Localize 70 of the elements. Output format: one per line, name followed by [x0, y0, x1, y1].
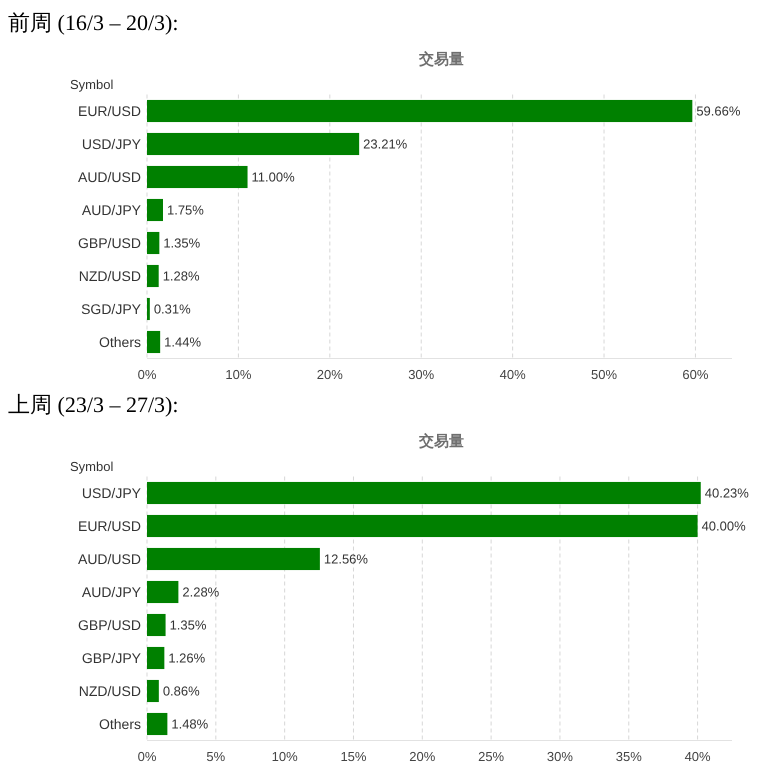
y-tick-label: USD/JPY	[82, 485, 142, 501]
y-tick-label: NZD/USD	[78, 683, 141, 699]
bar	[147, 646, 164, 670]
y-axis-title: Symbol	[70, 459, 114, 474]
data-label: 11.00%	[252, 170, 296, 184]
bar	[147, 298, 150, 320]
bar	[147, 580, 178, 604]
bar	[147, 100, 692, 122]
bar	[147, 166, 248, 188]
x-tick-label: 40%	[684, 749, 712, 764]
chart-title: 前周 (16/3 – 20/3):	[8, 10, 178, 35]
x-axis-title: 交易量	[418, 432, 464, 450]
x-tick-label: 25%	[478, 749, 505, 764]
y-tick-label: Others	[98, 716, 141, 732]
data-label: 0.31%	[154, 302, 192, 316]
x-tick-label: 30%	[546, 749, 574, 764]
data-label: 40.23%	[704, 486, 750, 500]
x-tick-label: 15%	[340, 749, 367, 764]
bar	[147, 132, 360, 156]
data-label: 23.21%	[363, 136, 408, 152]
data-label: 1.35%	[170, 618, 207, 632]
data-label: 12.56%	[324, 552, 368, 566]
bar	[147, 680, 159, 702]
x-tick-label: 0%	[138, 749, 157, 764]
y-tick-label: GBP/USD	[78, 617, 141, 633]
bar	[147, 712, 168, 736]
data-label: 1.44%	[164, 334, 202, 350]
bar	[147, 482, 701, 504]
bar	[147, 514, 698, 538]
y-tick-label: GBP/JPY	[82, 650, 142, 666]
bar	[147, 330, 160, 354]
bar	[147, 198, 163, 222]
y-tick-label: SGD/JPY	[81, 301, 142, 317]
y-tick-label: AUD/JPY	[82, 584, 142, 600]
data-label: 1.26%	[168, 650, 206, 666]
bar	[147, 614, 166, 636]
y-tick-label: AUD/USD	[78, 169, 141, 185]
bar	[147, 548, 320, 570]
data-label: 1.28%	[162, 268, 200, 284]
data-label: 40.00%	[702, 518, 746, 534]
data-label: 1.75%	[166, 202, 204, 218]
chart-title: 上周 (23/3 – 27/3):	[8, 392, 178, 417]
data-label: 0.86%	[162, 684, 200, 698]
x-tick-label: 50%	[591, 367, 618, 382]
x-axis-title: 交易量	[418, 50, 464, 68]
y-tick-label: NZD/USD	[78, 268, 141, 284]
data-label: 1.35%	[163, 236, 201, 250]
x-tick-label: 40%	[500, 367, 526, 382]
y-tick-label: EUR/USD	[78, 103, 141, 119]
bar	[147, 264, 159, 288]
y-axis-title: Symbol	[70, 77, 114, 92]
y-tick-label: AUD/USD	[78, 551, 141, 567]
y-tick-label: USD/JPY	[82, 136, 142, 152]
x-tick-label: 10%	[225, 367, 252, 382]
bar	[147, 232, 160, 254]
x-tick-label: 0%	[138, 367, 157, 382]
x-tick-label: 30%	[408, 367, 435, 382]
x-tick-label: 20%	[409, 749, 436, 764]
x-tick-label: 10%	[272, 749, 298, 764]
data-label: 59.66%	[696, 104, 741, 118]
y-tick-label: AUD/JPY	[82, 202, 142, 218]
x-tick-label: 5%	[206, 749, 226, 764]
y-tick-label: EUR/USD	[78, 518, 141, 534]
data-label: 2.28%	[182, 584, 220, 600]
y-tick-label: Others	[98, 334, 141, 350]
data-label: 1.48%	[171, 716, 209, 732]
y-tick-label: GBP/USD	[78, 235, 141, 251]
x-tick-label: 20%	[316, 367, 344, 382]
x-tick-label: 60%	[682, 367, 709, 382]
x-tick-label: 35%	[616, 749, 642, 764]
